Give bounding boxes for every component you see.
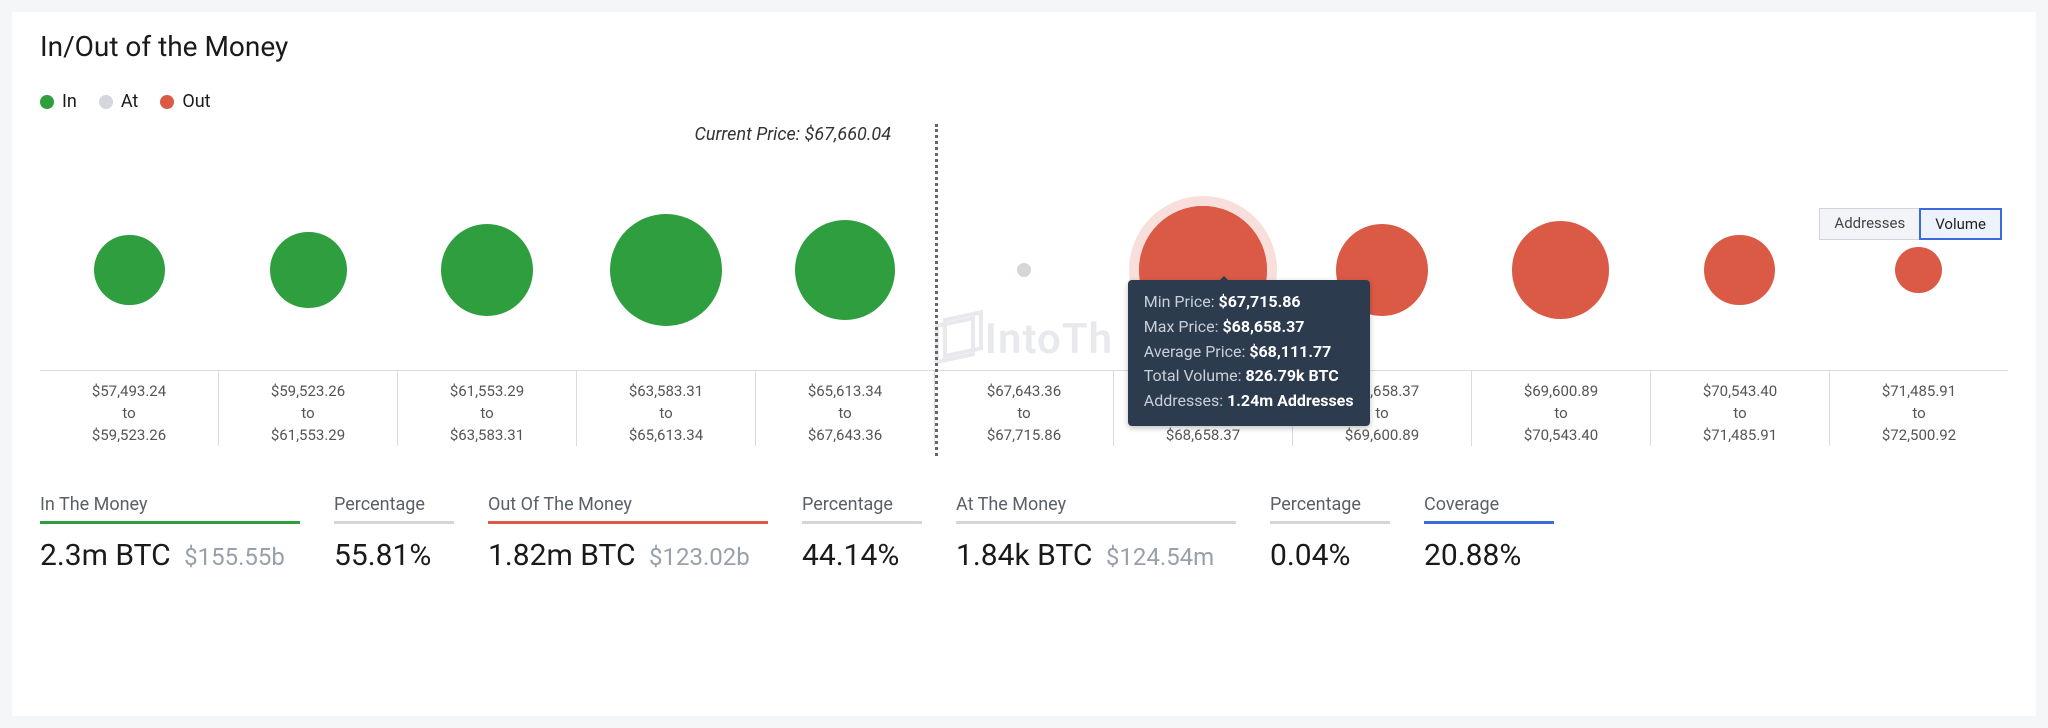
- stats-row: In The Money 2.3m BTC $155.55b Percentage 5…: [40, 494, 2008, 573]
- stat-value: 1.82m BTC $123.02b: [488, 538, 768, 573]
- stat-value: 55.81%: [334, 538, 454, 573]
- xaxis-label: $59,523.26to$61,553.29: [218, 371, 397, 446]
- xaxis-label: $71,485.91to$72,500.92: [1829, 371, 2008, 446]
- stat-block: Coverage 20.88%: [1424, 494, 1554, 573]
- stat-value: 20.88%: [1424, 538, 1554, 573]
- bubble[interactable]: [795, 220, 895, 320]
- stat-value: 2.3m BTC $155.55b: [40, 538, 300, 573]
- stat-label: At The Money: [956, 494, 1236, 524]
- legend-at[interactable]: At: [99, 91, 138, 112]
- xaxis-label: $61,553.29to$63,583.31: [397, 371, 576, 446]
- bubble-cell[interactable]: [935, 180, 1114, 360]
- price-divider: [935, 124, 938, 456]
- bubble-cell[interactable]: [1829, 180, 2008, 360]
- stat-value: 0.04%: [1270, 538, 1390, 573]
- legend-out-label: Out: [182, 91, 210, 112]
- tooltip-vol-label: Total Volume:: [1144, 366, 1246, 385]
- bubbles-row: [40, 180, 2008, 360]
- stat-block: In The Money 2.3m BTC $155.55b: [40, 494, 300, 573]
- money-panel: In/Out of the Money In At Out Addresses …: [12, 12, 2036, 716]
- stat-block: Out Of The Money 1.82m BTC $123.02b: [488, 494, 768, 573]
- stat-label: Percentage: [1270, 494, 1390, 524]
- tooltip-vol-value: 826.79k BTC: [1245, 366, 1338, 385]
- stat-value: 44.14%: [802, 538, 922, 573]
- tooltip-max-label: Max Price:: [1144, 317, 1223, 336]
- stat-label: In The Money: [40, 494, 300, 524]
- bubble-cell[interactable]: [219, 180, 398, 360]
- tooltip-min-label: Min Price:: [1144, 292, 1219, 311]
- stat-label: Percentage: [802, 494, 922, 524]
- stat-block: At The Money 1.84k BTC $124.54m: [956, 494, 1236, 573]
- stat-value: 1.84k BTC $124.54m: [956, 538, 1236, 573]
- tooltip-addr-value: 1.24m Addresses: [1227, 391, 1353, 410]
- stat-label: Coverage: [1424, 494, 1554, 524]
- panel-title: In/Out of the Money: [40, 30, 2008, 63]
- stat-block: Percentage 44.14%: [802, 494, 922, 573]
- bubble-cell[interactable]: [1471, 180, 1650, 360]
- legend-at-dot: [99, 95, 113, 109]
- xaxis-label: $67,643.36to$67,715.86: [934, 371, 1113, 446]
- tooltip-addr-label: Addresses:: [1144, 391, 1227, 410]
- current-price-label: Current Price: $67,660.04: [695, 124, 892, 145]
- bubble-cell[interactable]: [398, 180, 577, 360]
- current-price-prefix: Current Price:: [695, 124, 805, 145]
- bubble-cell[interactable]: [756, 180, 935, 360]
- xaxis-label: $63,583.31to$65,613.34: [576, 371, 755, 446]
- bubble[interactable]: [1017, 263, 1031, 277]
- tooltip-max-value: $68,658.37: [1222, 317, 1304, 336]
- bubble-cell[interactable]: [1650, 180, 1829, 360]
- stat-block: Percentage 55.81%: [334, 494, 454, 573]
- stat-label: Out Of The Money: [488, 494, 768, 524]
- bubble[interactable]: [270, 232, 347, 309]
- xaxis-label: $69,600.89to$70,543.40: [1471, 371, 1650, 446]
- xaxis-label: $70,543.40to$71,485.91: [1650, 371, 1829, 446]
- legend-in-label: In: [62, 91, 77, 112]
- tooltip-avg-value: $68,111.77: [1249, 342, 1331, 361]
- tooltip-avg-label: Average Price:: [1144, 342, 1250, 361]
- bubble[interactable]: [1512, 221, 1609, 318]
- bubble[interactable]: [94, 235, 164, 305]
- current-price-value: $67,660.04: [805, 124, 892, 145]
- bubble[interactable]: [610, 214, 723, 327]
- xaxis-label: $57,493.24to$59,523.26: [40, 371, 218, 446]
- legend-out-dot: [160, 95, 174, 109]
- tooltip: Min Price: $67,715.86 Max Price: $68,658…: [1128, 280, 1370, 426]
- bubble[interactable]: [1895, 247, 1941, 293]
- legend-at-label: At: [121, 91, 138, 112]
- bubble[interactable]: [441, 224, 533, 316]
- legend-in-dot: [40, 95, 54, 109]
- stat-label: Percentage: [334, 494, 454, 524]
- bubble-cell[interactable]: [577, 180, 756, 360]
- bubble[interactable]: [1704, 235, 1774, 305]
- legend: In At Out: [40, 91, 2008, 112]
- chart-area: IntoTh Current Price: $67,660.04 $57,493…: [40, 180, 2008, 460]
- xaxis-label: $65,613.34to$67,643.36: [755, 371, 934, 446]
- bubble-cell[interactable]: [40, 180, 219, 360]
- xaxis-row: $57,493.24to$59,523.26$59,523.26to$61,55…: [40, 370, 2008, 446]
- stat-block: Percentage 0.04%: [1270, 494, 1390, 573]
- legend-out[interactable]: Out: [160, 91, 210, 112]
- legend-in[interactable]: In: [40, 91, 77, 112]
- tooltip-min-value: $67,715.86: [1219, 292, 1301, 311]
